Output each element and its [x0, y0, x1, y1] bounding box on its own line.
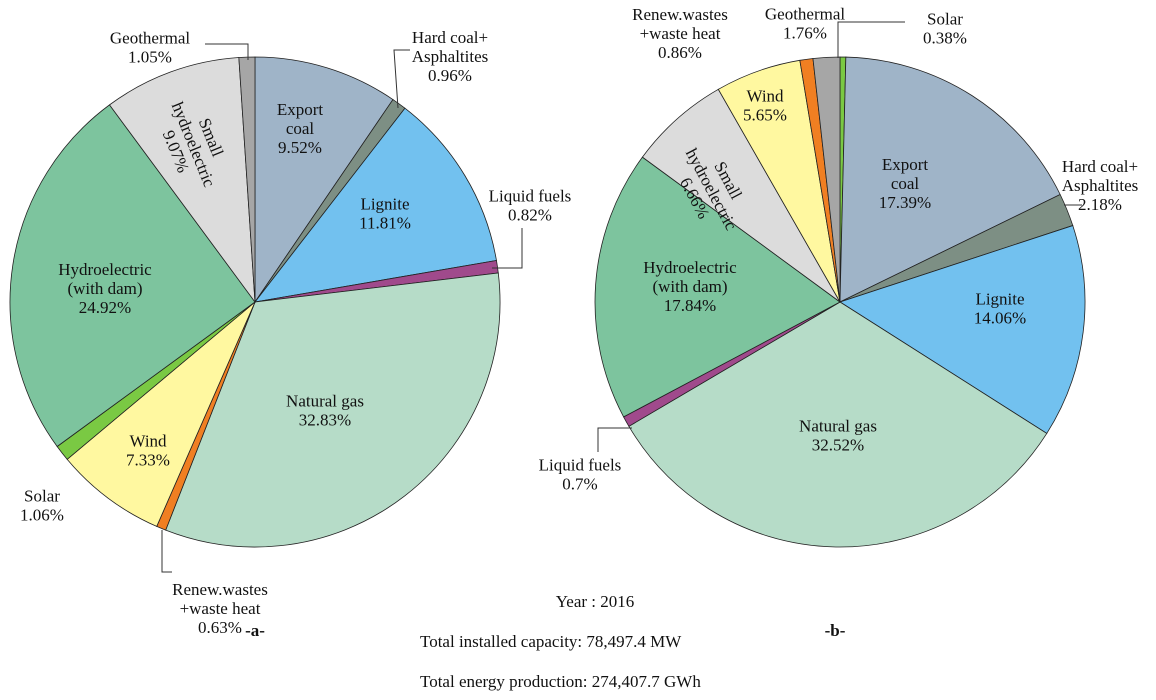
category-label: Geothermal	[110, 28, 191, 47]
value-label: 1.05%	[128, 47, 172, 66]
category-label: Liquid fuels	[539, 455, 622, 474]
slice-label: Hydroelectric (with dam)17.84%	[643, 258, 737, 315]
value-label: 9.52%	[278, 138, 322, 157]
category-label: Lignite	[360, 194, 409, 213]
value-label: 0.96%	[428, 66, 472, 85]
pie-slice	[254, 107, 497, 303]
production-caption: Total energy production: 274,407.7 GWh	[420, 672, 701, 691]
value-label: 1.06%	[20, 505, 64, 524]
category-label: Export coal	[882, 155, 929, 193]
pie-slice	[594, 156, 841, 418]
leader-line	[161, 530, 172, 573]
category-label: Solar	[927, 9, 963, 28]
value-label: 0.86%	[658, 43, 702, 62]
category-label: Lignite	[975, 289, 1024, 308]
category-label: Renew.wastes +waste heat	[632, 5, 728, 43]
category-label: Liquid fuels	[489, 186, 572, 205]
value-label: 32.83%	[299, 410, 351, 429]
pie-slice	[9, 104, 256, 448]
value-label: 5.65%	[743, 105, 787, 124]
category-label: Natural gas	[286, 391, 364, 410]
category-label: Renew.wastes +waste heat	[172, 580, 268, 618]
leader-line	[837, 21, 905, 58]
value-label: 0.7%	[562, 474, 597, 493]
leader-line	[205, 43, 249, 60]
subtitle-a: -a-	[245, 621, 265, 640]
category-label: Hard coal+ Asphaltites	[412, 28, 489, 66]
category-label: Hard coal+ Asphaltites	[1062, 157, 1139, 195]
category-label: Hydroelectric (with dam)	[58, 260, 152, 298]
leader-line	[492, 228, 523, 269]
value-label: 17.84%	[664, 296, 716, 315]
value-label: 24.92%	[79, 298, 131, 317]
category-label: Geothermal	[765, 4, 846, 23]
value-label: 1.76%	[783, 23, 827, 42]
value-label: 7.33%	[126, 450, 170, 469]
pie-slice	[165, 272, 501, 548]
category-label: Natural gas	[799, 416, 877, 435]
value-label: 0.82%	[508, 205, 552, 224]
pie-slice	[628, 301, 1048, 548]
value-label: 17.39%	[879, 193, 931, 212]
slice-label: Hydroelectric (with dam)24.92%	[58, 260, 152, 317]
pie-slice	[254, 56, 394, 304]
pie-slice	[812, 56, 841, 303]
category-label: Wind	[746, 86, 784, 105]
pie-slice	[238, 56, 256, 303]
pie-slice	[108, 57, 256, 304]
category-label: Hydroelectric (with dam)	[643, 258, 737, 296]
value-label: 11.81%	[359, 213, 411, 232]
value-label: 0.38%	[923, 28, 967, 47]
year-caption: Year : 2016	[556, 592, 635, 611]
pie-slice	[66, 301, 256, 527]
pie-slice	[839, 225, 1086, 434]
leader-line	[597, 427, 632, 452]
category-label: Wind	[129, 431, 167, 450]
value-label: 0.63%	[198, 618, 242, 637]
value-label: 32.52%	[812, 435, 864, 454]
value-label: 2.18%	[1078, 195, 1122, 214]
subtitle-b: -b-	[825, 621, 846, 640]
pie-slice	[839, 56, 1061, 303]
leader-line	[393, 49, 410, 109]
value-label: 14.06%	[974, 308, 1026, 327]
category-label: Solar	[24, 486, 60, 505]
capacity-caption: Total installed capacity: 78,497.4 MW	[420, 632, 682, 651]
category-label: Export coal	[277, 100, 324, 138]
